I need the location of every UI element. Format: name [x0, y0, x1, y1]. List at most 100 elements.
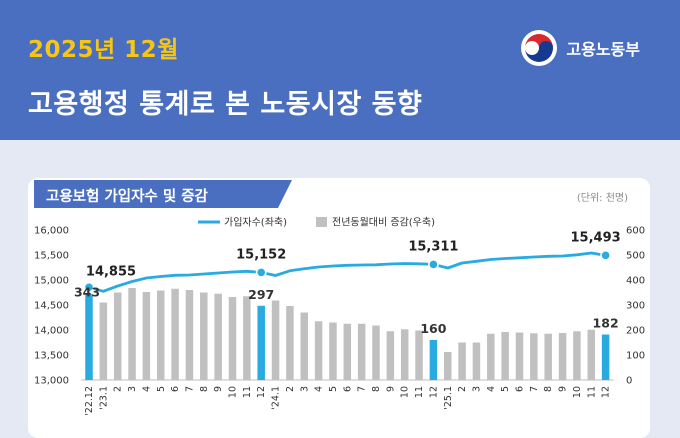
bar [300, 312, 308, 380]
left-axis-tick-label: 13,000 [34, 376, 69, 387]
bar [400, 329, 409, 380]
bar [587, 329, 595, 380]
page-title: 고용행정 통계로 본 노동시장 동향 [28, 89, 423, 120]
x-axis-tick-label: 4 [314, 386, 325, 392]
bar [515, 332, 524, 380]
bar [185, 290, 194, 380]
x-axis-tick-label: 4 [486, 386, 497, 392]
x-axis-tick-label: 7 [529, 386, 540, 392]
bar [415, 330, 423, 380]
unit-label: (단위: 천명) [576, 193, 628, 204]
x-axis-tick-label: '23.1 [98, 386, 109, 410]
line-point-marker [83, 281, 95, 293]
x-axis-tick-label: 9 [558, 386, 569, 392]
bar [472, 342, 481, 380]
x-axis-tick-label: 5 [156, 386, 167, 392]
right-axis-tick-label: 0 [626, 376, 632, 387]
bar [171, 288, 179, 380]
left-axis-tick-label: 14,500 [34, 301, 69, 312]
bar [228, 297, 237, 380]
bar-data-label: 182 [593, 316, 619, 331]
line-data-label: 15,152 [236, 247, 286, 262]
bar-data-label: 160 [420, 321, 446, 336]
right-axis-tick-label: 200 [626, 326, 645, 337]
x-axis-tick-label: 11 [242, 386, 253, 398]
bar-data-label: 343 [74, 284, 100, 299]
ministry-name: 고용노동부 [566, 40, 640, 59]
line-point-marker [600, 249, 611, 261]
x-axis-tick-label: 6 [515, 386, 526, 392]
x-axis-tick-label: 2 [285, 386, 296, 392]
x-axis-tick-label: 8 [199, 386, 210, 392]
line-point-marker [427, 259, 439, 270]
x-axis-tick-label: 2 [113, 386, 124, 392]
x-axis-tick-label: 7 [184, 386, 195, 392]
x-axis-tick-label: 8 [543, 386, 554, 392]
bar [257, 305, 265, 380]
bar [372, 325, 380, 380]
legend-label: 가입자수(좌축) [224, 216, 287, 229]
bar [544, 333, 552, 380]
x-axis-tick-label: 6 [342, 386, 353, 392]
left-axis-tick-label: 15,000 [34, 276, 69, 287]
bar [357, 323, 366, 380]
bar [286, 306, 294, 380]
bar [314, 321, 323, 380]
bar [200, 292, 208, 380]
taegeuk-emblem-icon [521, 30, 558, 66]
bar-data-label: 297 [248, 287, 274, 302]
chart-title: 고용보험 가입자수 및 증감 [46, 189, 208, 205]
line-data-label: 15,311 [408, 239, 458, 254]
bar [113, 292, 122, 380]
bar [99, 302, 108, 380]
bar [329, 322, 337, 380]
bar [444, 352, 452, 380]
right-axis-tick-label: 100 [626, 351, 645, 362]
ministry-logo: 고용노동부 [520, 26, 640, 70]
x-axis-tick-label: 3 [127, 386, 138, 392]
line-data-label: 14,855 [86, 264, 136, 279]
left-axis-tick-label: 14,000 [34, 326, 69, 337]
legend-label: 전년동월대비 증감(우축) [332, 217, 435, 229]
x-axis-tick-label: 10 [228, 386, 239, 398]
right-axis-tick-label: 500 [626, 251, 645, 262]
x-axis-tick-label: 5 [500, 386, 511, 392]
left-axis-tick-label: 15,500 [34, 251, 69, 262]
bar [429, 340, 438, 380]
report-date: 2025년 12월 [28, 37, 179, 63]
x-axis-tick-label: 11 [414, 386, 425, 398]
series-line [88, 251, 606, 293]
bar [243, 296, 251, 380]
legend-bar-swatch [316, 217, 327, 227]
x-axis-tick-label: 2 [457, 386, 468, 392]
bar [573, 331, 581, 380]
chart-title-tab-bg [34, 180, 292, 208]
x-axis-tick-label: 5 [328, 386, 339, 392]
bar [85, 294, 93, 380]
bar [214, 293, 222, 380]
x-axis-tick-label: '22.12 [84, 386, 95, 416]
x-axis-tick-label: 7 [357, 386, 368, 392]
bar [601, 334, 610, 380]
x-axis-tick-label: 9 [385, 386, 396, 392]
bar [501, 332, 509, 380]
bar [157, 290, 165, 380]
line-point-marker [255, 266, 267, 278]
x-axis-tick-label: 4 [141, 386, 152, 392]
left-axis-tick-label: 13,500 [34, 351, 69, 362]
x-axis-tick-label: 6 [170, 386, 181, 392]
x-axis-tick-label: 10 [572, 386, 583, 398]
bar [128, 288, 136, 380]
right-axis-tick-label: 300 [626, 301, 645, 312]
bar [558, 333, 567, 380]
right-axis-tick-label: 400 [626, 276, 645, 287]
chart-title-tab: 고용보험 가입자수 및 증감 [34, 180, 292, 208]
line-data-label: 15,493 [571, 230, 621, 245]
bar [530, 333, 538, 380]
x-axis-tick-label: 3 [471, 386, 482, 392]
bar [343, 323, 352, 380]
x-axis-tick-label: 11 [586, 386, 597, 398]
bar [271, 300, 280, 380]
x-axis-tick-label: 12 [428, 386, 439, 398]
x-axis-tick-label: '24.1 [271, 386, 282, 410]
